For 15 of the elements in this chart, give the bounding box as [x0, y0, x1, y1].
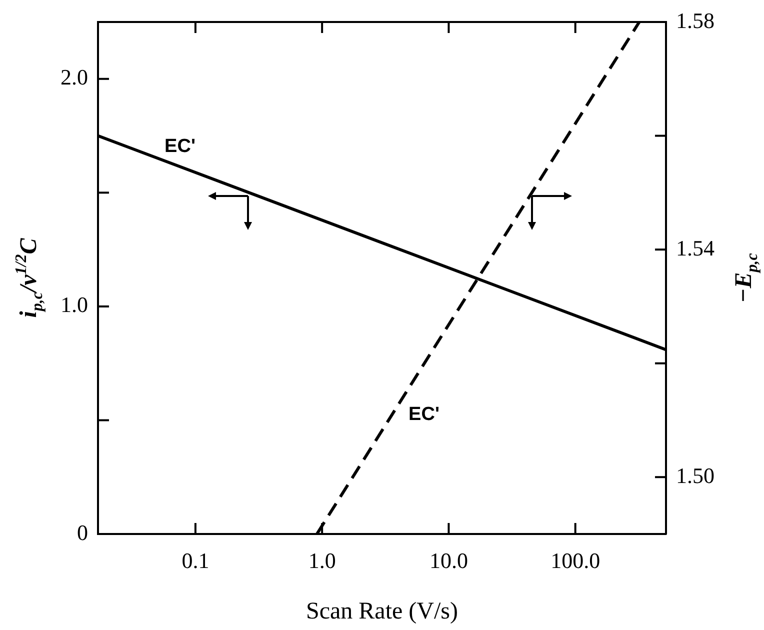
y-tick-label: 0: [77, 520, 88, 545]
annotation: EC': [164, 136, 196, 158]
y-tick-label: 2.0: [60, 64, 88, 90]
y2-tick-label: 1.58: [676, 8, 714, 33]
y2-tick-label: 1.54: [676, 235, 714, 260]
x-axis-title: Scan Rate (V/s): [306, 598, 458, 624]
y-axis-title: ip,c/v1/2C: [13, 237, 46, 318]
x-tick-label: 1.0: [308, 548, 336, 573]
y2-axis-title: −Ep,c: [731, 253, 762, 303]
y-tick-label: 1.0: [60, 292, 88, 318]
x-tick-label: 10.0: [429, 548, 468, 573]
x-tick-label: 0.1: [182, 548, 210, 573]
y2-tick-label: 1.50: [676, 462, 714, 488]
x-tick-label: 100.0: [550, 548, 600, 573]
annotation: EC': [408, 404, 440, 426]
